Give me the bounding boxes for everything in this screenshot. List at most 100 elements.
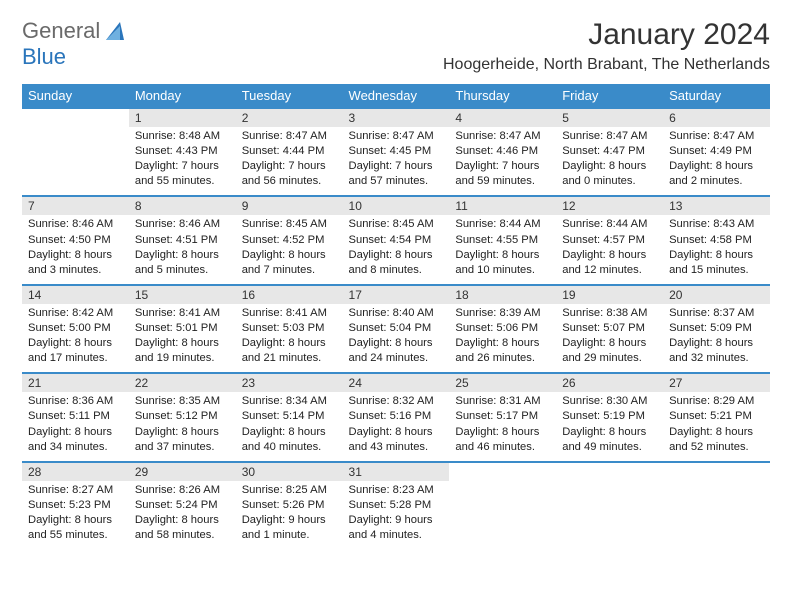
day-number: 20 bbox=[663, 285, 770, 304]
day-number: 3 bbox=[343, 108, 450, 127]
day-cell: Sunrise: 8:39 AMSunset: 5:06 PMDaylight:… bbox=[449, 304, 556, 373]
day-cell: Sunrise: 8:35 AMSunset: 5:12 PMDaylight:… bbox=[129, 392, 236, 461]
day-cell: Sunrise: 8:29 AMSunset: 5:21 PMDaylight:… bbox=[663, 392, 770, 461]
sunset-text: Sunset: 4:54 PM bbox=[349, 233, 444, 248]
day-cell: Sunrise: 8:48 AMSunset: 4:43 PMDaylight:… bbox=[129, 127, 236, 196]
weekday-header-row: SundayMondayTuesdayWednesdayThursdayFrid… bbox=[22, 84, 770, 108]
sunrise-text: Sunrise: 8:25 AM bbox=[242, 483, 337, 498]
location: Hoogerheide, North Brabant, The Netherla… bbox=[443, 56, 770, 74]
day-cell: Sunrise: 8:47 AMSunset: 4:47 PMDaylight:… bbox=[556, 127, 663, 196]
day-cell: Sunrise: 8:45 AMSunset: 4:52 PMDaylight:… bbox=[236, 215, 343, 284]
sunrise-text: Sunrise: 8:39 AM bbox=[455, 306, 550, 321]
day-cell: Sunrise: 8:41 AMSunset: 5:01 PMDaylight:… bbox=[129, 304, 236, 373]
sunrise-text: Sunrise: 8:31 AM bbox=[455, 394, 550, 409]
sunrise-text: Sunrise: 8:46 AM bbox=[28, 217, 123, 232]
weekday-header: Tuesday bbox=[236, 84, 343, 108]
sunrise-text: Sunrise: 8:47 AM bbox=[455, 129, 550, 144]
day-number: 29 bbox=[129, 462, 236, 481]
day-number-row: 14151617181920 bbox=[22, 285, 770, 304]
sunset-text: Sunset: 4:43 PM bbox=[135, 144, 230, 159]
sunset-text: Sunset: 5:21 PM bbox=[669, 409, 764, 424]
daylight-text: Daylight: 8 hours and 17 minutes. bbox=[28, 336, 123, 366]
sunset-text: Sunset: 4:46 PM bbox=[455, 144, 550, 159]
day-content-row: Sunrise: 8:27 AMSunset: 5:23 PMDaylight:… bbox=[22, 481, 770, 549]
day-content-row: Sunrise: 8:46 AMSunset: 4:50 PMDaylight:… bbox=[22, 215, 770, 284]
daylight-text: Daylight: 9 hours and 1 minute. bbox=[242, 513, 337, 543]
day-cell: Sunrise: 8:27 AMSunset: 5:23 PMDaylight:… bbox=[22, 481, 129, 549]
weekday-header: Saturday bbox=[663, 84, 770, 108]
day-cell: Sunrise: 8:37 AMSunset: 5:09 PMDaylight:… bbox=[663, 304, 770, 373]
day-number: 12 bbox=[556, 196, 663, 215]
sunset-text: Sunset: 5:03 PM bbox=[242, 321, 337, 336]
day-number-row: 28293031 bbox=[22, 462, 770, 481]
sunset-text: Sunset: 5:01 PM bbox=[135, 321, 230, 336]
daylight-text: Daylight: 7 hours and 56 minutes. bbox=[242, 159, 337, 189]
sunrise-text: Sunrise: 8:23 AM bbox=[349, 483, 444, 498]
daylight-text: Daylight: 8 hours and 7 minutes. bbox=[242, 248, 337, 278]
day-cell bbox=[22, 127, 129, 196]
daylight-text: Daylight: 8 hours and 19 minutes. bbox=[135, 336, 230, 366]
day-cell: Sunrise: 8:31 AMSunset: 5:17 PMDaylight:… bbox=[449, 392, 556, 461]
day-number: 8 bbox=[129, 196, 236, 215]
day-cell: Sunrise: 8:36 AMSunset: 5:11 PMDaylight:… bbox=[22, 392, 129, 461]
day-number: 16 bbox=[236, 285, 343, 304]
daylight-text: Daylight: 8 hours and 3 minutes. bbox=[28, 248, 123, 278]
daylight-text: Daylight: 8 hours and 34 minutes. bbox=[28, 425, 123, 455]
sunset-text: Sunset: 4:52 PM bbox=[242, 233, 337, 248]
day-cell bbox=[556, 481, 663, 549]
day-cell: Sunrise: 8:25 AMSunset: 5:26 PMDaylight:… bbox=[236, 481, 343, 549]
sunset-text: Sunset: 5:28 PM bbox=[349, 498, 444, 513]
day-number: 17 bbox=[343, 285, 450, 304]
day-cell: Sunrise: 8:46 AMSunset: 4:51 PMDaylight:… bbox=[129, 215, 236, 284]
sunset-text: Sunset: 5:26 PM bbox=[242, 498, 337, 513]
day-number: 30 bbox=[236, 462, 343, 481]
day-cell: Sunrise: 8:40 AMSunset: 5:04 PMDaylight:… bbox=[343, 304, 450, 373]
day-number: 14 bbox=[22, 285, 129, 304]
weekday-header: Sunday bbox=[22, 84, 129, 108]
day-number: 21 bbox=[22, 373, 129, 392]
day-number: 7 bbox=[22, 196, 129, 215]
day-cell: Sunrise: 8:23 AMSunset: 5:28 PMDaylight:… bbox=[343, 481, 450, 549]
sunrise-text: Sunrise: 8:40 AM bbox=[349, 306, 444, 321]
daylight-text: Daylight: 7 hours and 55 minutes. bbox=[135, 159, 230, 189]
day-number: 26 bbox=[556, 373, 663, 392]
daylight-text: Daylight: 8 hours and 49 minutes. bbox=[562, 425, 657, 455]
sunset-text: Sunset: 5:07 PM bbox=[562, 321, 657, 336]
header: General Blue January 2024 Hoogerheide, N… bbox=[22, 18, 770, 74]
day-number: 1 bbox=[129, 108, 236, 127]
daylight-text: Daylight: 8 hours and 46 minutes. bbox=[455, 425, 550, 455]
day-number bbox=[663, 462, 770, 481]
sunrise-text: Sunrise: 8:47 AM bbox=[562, 129, 657, 144]
sunset-text: Sunset: 5:19 PM bbox=[562, 409, 657, 424]
daylight-text: Daylight: 8 hours and 32 minutes. bbox=[669, 336, 764, 366]
daylight-text: Daylight: 8 hours and 37 minutes. bbox=[135, 425, 230, 455]
daylight-text: Daylight: 8 hours and 29 minutes. bbox=[562, 336, 657, 366]
day-cell: Sunrise: 8:38 AMSunset: 5:07 PMDaylight:… bbox=[556, 304, 663, 373]
sunrise-text: Sunrise: 8:45 AM bbox=[242, 217, 337, 232]
day-cell bbox=[663, 481, 770, 549]
sunset-text: Sunset: 4:55 PM bbox=[455, 233, 550, 248]
daylight-text: Daylight: 8 hours and 52 minutes. bbox=[669, 425, 764, 455]
day-content-row: Sunrise: 8:48 AMSunset: 4:43 PMDaylight:… bbox=[22, 127, 770, 196]
calendar-table: SundayMondayTuesdayWednesdayThursdayFrid… bbox=[22, 84, 770, 549]
sunrise-text: Sunrise: 8:26 AM bbox=[135, 483, 230, 498]
daylight-text: Daylight: 8 hours and 2 minutes. bbox=[669, 159, 764, 189]
day-cell: Sunrise: 8:47 AMSunset: 4:49 PMDaylight:… bbox=[663, 127, 770, 196]
sunset-text: Sunset: 5:09 PM bbox=[669, 321, 764, 336]
day-cell: Sunrise: 8:44 AMSunset: 4:55 PMDaylight:… bbox=[449, 215, 556, 284]
title-block: January 2024 Hoogerheide, North Brabant,… bbox=[443, 18, 770, 74]
day-number: 13 bbox=[663, 196, 770, 215]
logo-sail-icon bbox=[106, 22, 132, 49]
day-number-row: 123456 bbox=[22, 108, 770, 127]
daylight-text: Daylight: 7 hours and 59 minutes. bbox=[455, 159, 550, 189]
daylight-text: Daylight: 8 hours and 0 minutes. bbox=[562, 159, 657, 189]
day-content-row: Sunrise: 8:36 AMSunset: 5:11 PMDaylight:… bbox=[22, 392, 770, 461]
day-number: 27 bbox=[663, 373, 770, 392]
day-number: 22 bbox=[129, 373, 236, 392]
weekday-header: Wednesday bbox=[343, 84, 450, 108]
logo-text-general: General bbox=[22, 18, 100, 43]
sunset-text: Sunset: 4:51 PM bbox=[135, 233, 230, 248]
day-cell: Sunrise: 8:32 AMSunset: 5:16 PMDaylight:… bbox=[343, 392, 450, 461]
weekday-header: Thursday bbox=[449, 84, 556, 108]
sunrise-text: Sunrise: 8:48 AM bbox=[135, 129, 230, 144]
